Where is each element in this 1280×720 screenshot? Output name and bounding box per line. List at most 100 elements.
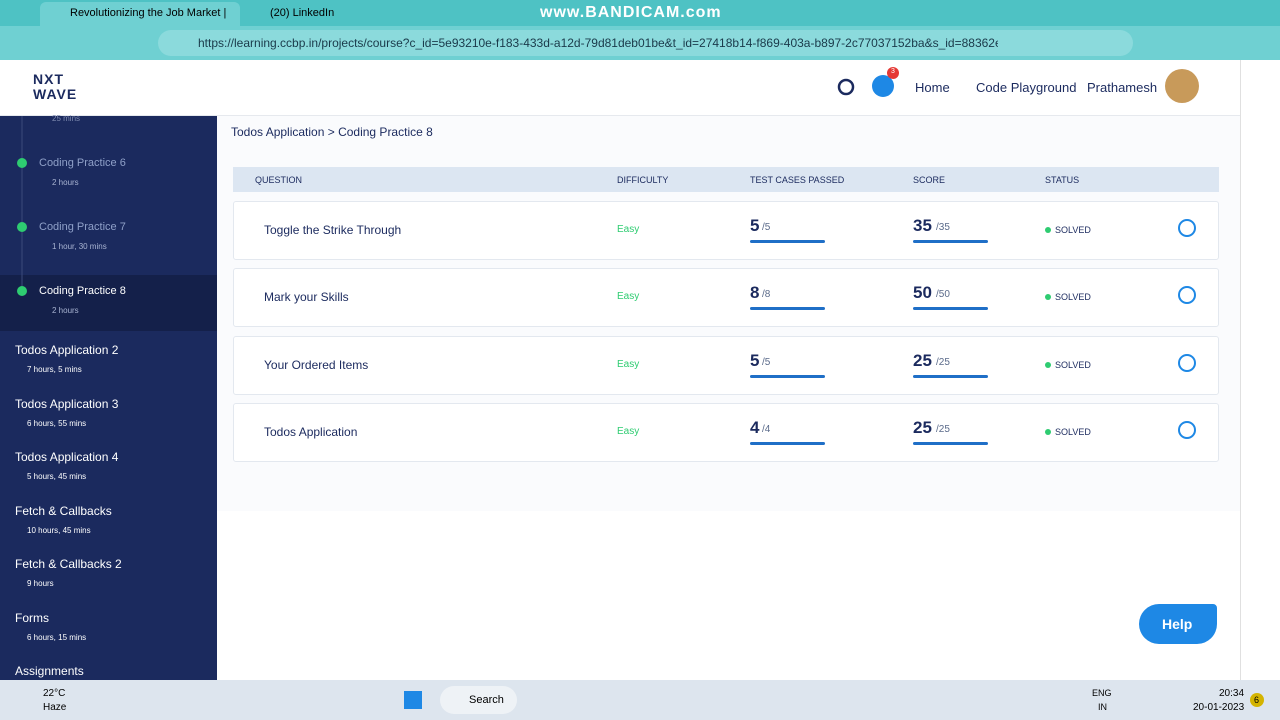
row	[233, 335, 1219, 395]
difficulty: Easy	[617, 291, 640, 303]
score: 25	[913, 417, 932, 437]
question[interactable]: Todos Application	[264, 424, 358, 439]
score: 25	[913, 350, 932, 370]
duration: 2 hours	[52, 306, 79, 315]
tab-title[interactable]: Revolutionizing the Job Market |	[70, 7, 227, 19]
time: 20:34	[1219, 688, 1245, 699]
row	[233, 402, 1219, 462]
difficulty: Easy	[617, 224, 640, 235]
score-total: /25	[936, 356, 950, 368]
status: SOLVED	[1055, 225, 1091, 235]
sidebar-active	[0, 275, 217, 331]
progress	[750, 441, 825, 445]
column-header: STATUS	[1045, 175, 1080, 185]
question[interactable]: Toggle the Strike Through	[264, 223, 402, 237]
status-dot	[1045, 428, 1051, 435]
url: https://learning.ccbp.in/projects/course…	[198, 36, 998, 50]
passed: 5	[750, 216, 760, 235]
column-header: QUESTION	[255, 175, 303, 185]
temp: 22°C	[43, 688, 66, 699]
lang: ENG	[1092, 688, 1112, 698]
passed-total: /8	[762, 289, 771, 301]
passed-total: /4	[762, 423, 771, 435]
score: 50	[913, 283, 932, 303]
progress	[750, 307, 825, 311]
table-header	[233, 167, 1219, 192]
question[interactable]: Mark your Skills	[264, 290, 349, 305]
nav-link[interactable]: Home	[915, 80, 950, 95]
column-header: SCORE	[913, 175, 946, 185]
score-total: /35	[936, 222, 950, 233]
region: IN	[1098, 702, 1107, 712]
breadcrumb: Todos Application > Coding Practice 8	[231, 125, 433, 139]
module-title[interactable]: Fetch & Callbacks	[15, 503, 112, 518]
score-total: /25	[936, 423, 950, 435]
status: SOLVED	[1055, 359, 1091, 370]
duration: 2 hours	[52, 178, 79, 187]
search[interactable]: Search	[469, 694, 504, 706]
module-title[interactable]: Todos Application 3	[15, 396, 119, 411]
difficulty: Easy	[617, 358, 640, 370]
duration: 6 hours, 15 mins	[27, 632, 87, 642]
active-tab[interactable]	[40, 2, 240, 26]
progress	[913, 374, 988, 378]
passed-total: /5	[762, 222, 771, 233]
weather: Haze	[43, 702, 67, 713]
question[interactable]: Your Ordered Items	[264, 357, 369, 372]
date: 20-01-2023	[1193, 702, 1245, 713]
duration: 25 mins	[52, 114, 81, 123]
nav-link[interactable]: Code Playground	[976, 80, 1077, 95]
duration: 7 hours, 5 mins	[27, 365, 82, 374]
module-title[interactable]: Todos Application 2	[15, 343, 119, 357]
logo: WAVE	[33, 86, 78, 102]
help-button[interactable]	[1139, 604, 1217, 644]
column-header: DIFFICULTY	[617, 175, 669, 185]
module-title[interactable]: Assignments	[15, 664, 84, 678]
passed: 4	[750, 417, 760, 437]
nav-link[interactable]: Prathamesh	[1087, 80, 1158, 95]
difficulty: Easy	[617, 425, 640, 437]
status-dot	[1045, 294, 1051, 301]
tab-title[interactable]: (20) LinkedIn	[270, 7, 335, 19]
progress	[913, 441, 988, 445]
duration: 9 hours	[27, 579, 54, 588]
score: 35	[913, 216, 932, 235]
row	[233, 268, 1219, 328]
lesson-title[interactable]: Coding Practice 7	[39, 221, 126, 233]
search-box[interactable]	[440, 686, 517, 714]
edge-sidebar	[1240, 60, 1280, 680]
row	[233, 201, 1219, 260]
status-dot	[1045, 227, 1051, 233]
badge-count: 3	[891, 68, 895, 75]
header	[0, 60, 1240, 116]
open-arrow[interactable]	[1178, 420, 1196, 439]
help-label[interactable]: Help	[1162, 616, 1193, 632]
open-arrow[interactable]	[1178, 286, 1196, 305]
status-dot	[1045, 361, 1051, 368]
module-title[interactable]: Todos Application 4	[15, 450, 119, 464]
status: SOLVED	[1055, 426, 1091, 437]
lesson-title[interactable]: Coding Practice 6	[39, 157, 126, 169]
module-title[interactable]: Forms	[15, 610, 49, 625]
passed-total: /5	[762, 356, 771, 368]
logo: NXT	[33, 71, 64, 87]
score-total: /50	[936, 289, 950, 301]
duration: 10 hours, 45 mins	[27, 525, 91, 535]
passed: 8	[750, 283, 760, 303]
passed: 5	[750, 350, 760, 370]
open-arrow[interactable]	[1178, 219, 1196, 237]
progress	[750, 240, 825, 243]
lesson-title[interactable]: Coding Practice 8	[39, 285, 126, 297]
notify	[1250, 693, 1264, 707]
duration: 1 hour, 30 mins	[52, 242, 107, 251]
status: SOLVED	[1055, 292, 1091, 303]
progress	[913, 307, 988, 311]
module-title[interactable]: Fetch & Callbacks 2	[15, 557, 122, 571]
watermark: www.BANDICAM.com	[540, 4, 722, 21]
url-box[interactable]	[158, 30, 1133, 56]
notification-count: 6	[1254, 695, 1260, 705]
progress	[750, 374, 825, 378]
open-arrow[interactable]	[1178, 353, 1196, 372]
sidebar	[0, 116, 217, 680]
